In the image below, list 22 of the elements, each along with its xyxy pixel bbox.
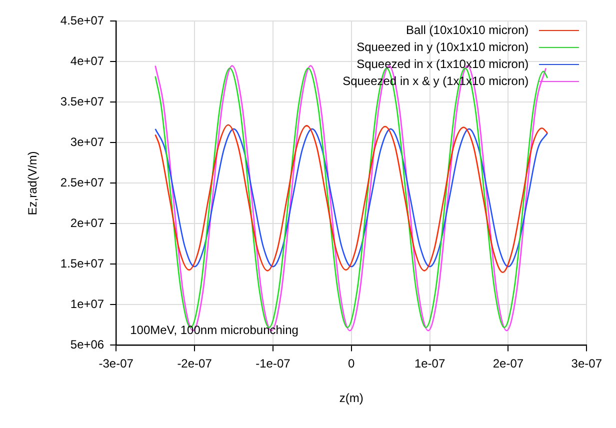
- x-tick-label: 1e-07: [414, 356, 446, 371]
- legend-label: Ball (10x10x10 micron): [406, 22, 529, 40]
- y-tick-label: 4e+07: [70, 54, 104, 68]
- x-axis-title: z(m): [339, 391, 364, 406]
- y-tick-label: 5e+06: [70, 338, 104, 352]
- x-tick-label: -1e-07: [256, 356, 291, 371]
- x-tick-label: 0: [348, 356, 356, 371]
- x-tick-label: 2e-07: [492, 356, 524, 371]
- y-axis-title: Ez,rad(V/m): [26, 151, 40, 216]
- y-tick-label: 3.5e+07: [60, 94, 104, 109]
- y-tick-label: 1e+07: [70, 297, 104, 312]
- legend-label: Squeezed in y (10x1x10 micron): [356, 39, 529, 56]
- y-tick-label: 3e+07: [70, 135, 104, 150]
- x-tick-label: -3e-07: [98, 356, 134, 371]
- legend-label: Squeezed in x (1x10x10 micron): [356, 56, 529, 74]
- y-tick-label: 4.5e+07: [60, 14, 104, 28]
- x-tick-label: -2e-07: [177, 356, 212, 371]
- annotation: 100MeV, 100nm microbunching: [130, 323, 298, 338]
- y-tick-label: 2.5e+07: [60, 176, 104, 190]
- y-tick-label: 2e+07: [70, 216, 104, 230]
- y-tick-label: 1.5e+07: [60, 256, 104, 271]
- x-tick-label: 3e-07: [571, 356, 602, 371]
